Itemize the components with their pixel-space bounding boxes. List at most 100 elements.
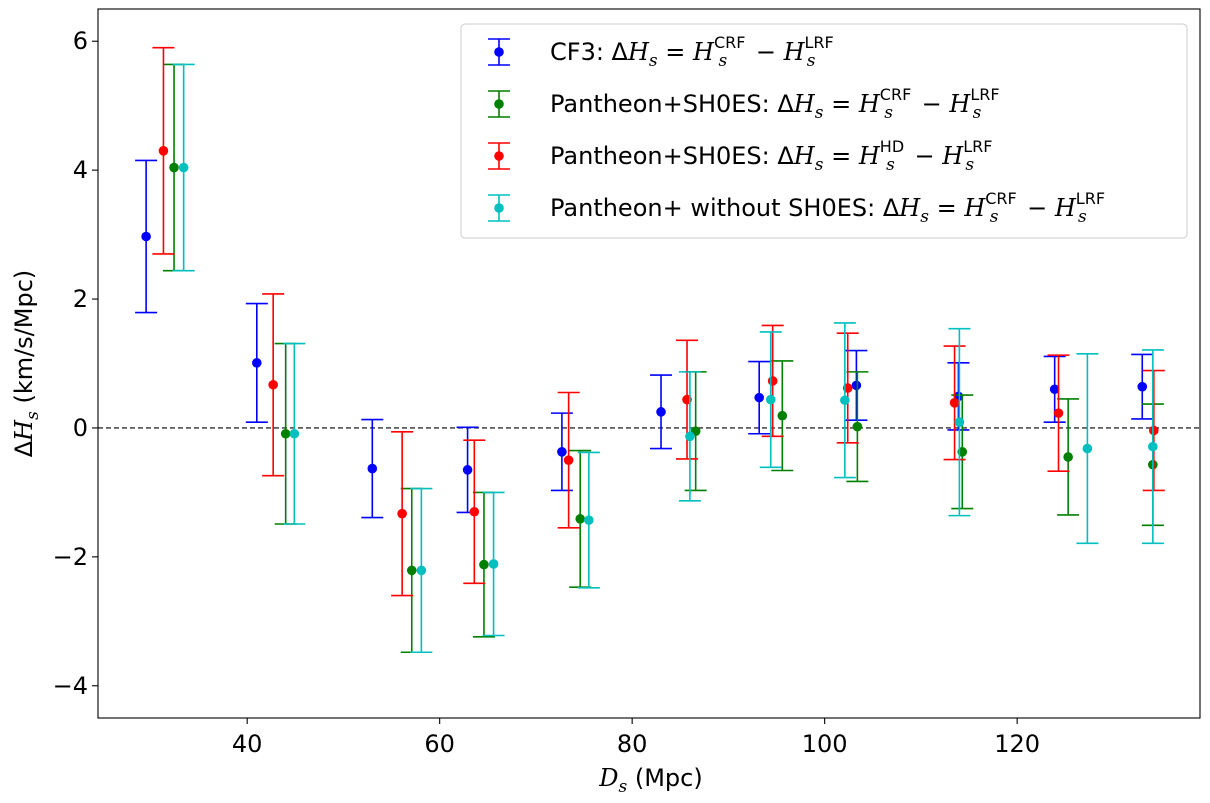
series-1 (163, 63, 1164, 654)
legend-label: Pantheon+SH0ES: ΔHs = HCRF s − HLRF s (550, 85, 1000, 123)
data-point-group (948, 327, 971, 517)
data-point (469, 506, 480, 517)
data-point-group (943, 345, 966, 461)
data-point-group (748, 360, 771, 435)
data-point (1082, 443, 1093, 454)
data-point-group (845, 349, 868, 422)
data-point-group (577, 451, 600, 589)
legend-entry-2: Pantheon+SH0ES: ΔHs = HHD s − HLRF s (488, 137, 992, 175)
data-point (178, 162, 189, 173)
data-point-group (1141, 349, 1164, 545)
data-point-group (1057, 398, 1080, 516)
data-point-group (1131, 353, 1154, 420)
data-point (479, 559, 489, 570)
data-point-group (833, 322, 856, 479)
legend-label: Pantheon+ without SH0ES: ΔHs = HCRF s − H… (550, 189, 1105, 227)
series-3 (172, 63, 1164, 654)
data-point (416, 565, 427, 576)
legend-marker (494, 151, 504, 161)
data-point-group (482, 491, 505, 637)
series-0 (135, 159, 1154, 519)
data-point (954, 417, 965, 427)
data-point (1053, 408, 1064, 418)
data-point (280, 428, 291, 439)
legend-frame (460, 23, 1188, 239)
axes: 40 60 80 100 120 −4 −2 0 2 4 6 Ds (Mpc) ΔHs (km/s/Mp… (10, 8, 1201, 797)
data-point-group (245, 302, 268, 423)
data-point-group (152, 46, 175, 255)
data-point (949, 398, 960, 408)
data-point-group (759, 331, 782, 469)
y-tick-label: 0 (73, 414, 88, 442)
x-tick-label: 60 (424, 730, 455, 758)
x-tick-label: 120 (994, 730, 1040, 758)
legend-entry-1: Pantheon+SH0ES: ΔHs = HCRF s − HLRF s (488, 85, 1000, 123)
data-point-group (1047, 354, 1070, 472)
legend-marker (494, 99, 504, 109)
y-tick-label: −4 (53, 672, 88, 700)
data-point-group (678, 371, 701, 502)
data-point-group (361, 418, 384, 519)
y-tick-label: −2 (53, 543, 88, 571)
data-point-group (456, 426, 479, 514)
legend-entry-3: Pantheon+ without SH0ES: ΔHs = HCRF s − H… (488, 189, 1105, 227)
data-point-group (569, 449, 592, 588)
y-axis-label: ΔHs (km/s/Mpc) (10, 270, 43, 458)
data-point-group (650, 374, 673, 450)
legend-entry-0: CF3: ΔHs = HCRF s − HLRF s (488, 33, 834, 71)
legend-marker (494, 47, 504, 57)
data-point (765, 394, 776, 405)
data-point (1137, 381, 1148, 392)
y-tick-label: 6 (73, 27, 88, 55)
legend-label: CF3: ΔHs = HCRF s − HLRF s (550, 33, 834, 71)
data-point (563, 455, 574, 465)
data-point-group (172, 63, 195, 272)
data-point-group (135, 159, 158, 314)
y-tick-label: 4 (73, 156, 88, 184)
data-point (685, 431, 695, 442)
data-point-group (1142, 369, 1165, 492)
x-axis-label: Ds (Mpc) (598, 764, 702, 797)
data-point (754, 392, 764, 403)
x-tick-label: 40 (232, 730, 263, 758)
data-point (1063, 452, 1073, 462)
data-point-group (410, 487, 433, 654)
data-point-group (283, 342, 306, 525)
data-point (852, 421, 863, 432)
data-point (289, 428, 300, 439)
data-point (169, 162, 179, 173)
data-point-group (463, 439, 486, 585)
data-point (268, 379, 278, 390)
x-tick-label: 100 (802, 730, 848, 758)
data-point (851, 380, 862, 391)
legend-label: Pantheon+SH0ES: ΔHs = HHD s − HLRF s (550, 137, 992, 175)
data-point (584, 515, 594, 525)
data-point (777, 410, 788, 421)
data-point-group (391, 431, 414, 597)
data-point (462, 465, 473, 475)
data-point (1148, 441, 1158, 452)
data-point (488, 559, 499, 569)
data-point-group (771, 360, 794, 472)
y-tick-label: 2 (73, 285, 88, 313)
legend: CF3: ΔHs = HCRF s − HLRF s Pantheon+SH0ES: … (460, 23, 1188, 239)
data-point (367, 463, 378, 474)
x-tick-label: 80 (617, 730, 648, 758)
data-point (767, 376, 778, 386)
data-point-group (262, 293, 285, 477)
data-point-group (1076, 353, 1099, 545)
data-point (397, 508, 407, 519)
series-group (135, 46, 1165, 654)
data-point (406, 565, 417, 576)
data-point (575, 514, 585, 524)
data-point-group (846, 371, 869, 483)
data-point (252, 358, 262, 368)
data-point (1149, 425, 1159, 436)
data-point (158, 146, 169, 156)
axes-frame (97, 8, 1201, 719)
data-point-group (557, 391, 580, 529)
data-point (840, 395, 850, 406)
data-point (141, 231, 151, 242)
legend-marker (494, 203, 504, 213)
